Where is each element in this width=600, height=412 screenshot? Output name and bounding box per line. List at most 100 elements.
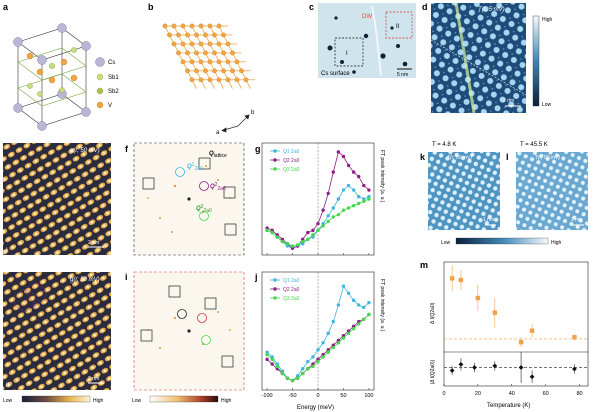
surface-label: Cs surface: [321, 71, 350, 77]
ylabel-m-top: Δ I(Q2a0): [430, 302, 436, 324]
q2-circle-i: [197, 313, 207, 323]
data-point-s3: [346, 331, 351, 336]
scale-label-d: 2 nm: [503, 98, 514, 104]
x-tick-label-m: 40: [509, 391, 515, 397]
data-point-top: [518, 339, 524, 345]
data-point-s3: [290, 378, 295, 383]
legend-swatch-sb2: [96, 87, 104, 95]
chart-j: Q1 2a0 Q2 2a0 Q3 2a0 -100 -50 0 50 100: [262, 272, 374, 399]
panel-k: T = 4.8 K k T(r, 50 mV) 1 nm: [420, 142, 500, 230]
kagome-site: [194, 68, 199, 74]
data-point-bottom: [449, 368, 455, 373]
kagome-site: [180, 41, 186, 47]
data-point-s3: [311, 364, 315, 369]
data-point-s1: [265, 350, 269, 354]
data-point-s1: [270, 355, 274, 359]
data-point-s1: [316, 348, 320, 352]
data-point-s1: [351, 188, 356, 192]
title-l: T(r, 50 mV): [535, 155, 560, 161]
data-point-s2: [341, 334, 346, 338]
data-point-s3: [306, 367, 310, 371]
image-d: [431, 3, 526, 113]
data-point-s1: [331, 206, 335, 210]
data-point-s3: [270, 357, 274, 362]
kagome-site: [216, 77, 222, 83]
data-point-s1: [301, 367, 305, 371]
legend-label-1: Q1 2a0: [283, 149, 300, 155]
data-point-s1: [362, 305, 366, 310]
data-point-s2: [346, 163, 351, 168]
data-point-s3: [301, 239, 305, 244]
q2-label-f-sup: 2: [215, 182, 218, 188]
axis-label-a: a: [216, 130, 220, 136]
kagome-site: [162, 23, 168, 29]
kagome-site: [225, 41, 231, 47]
kagome-site: [203, 68, 208, 74]
data-point-s1: [326, 331, 330, 336]
region-h: II: [6, 383, 10, 389]
data-point-s2: [331, 170, 335, 174]
kagome-site: [189, 59, 195, 65]
data-point-s2: [336, 150, 341, 154]
kagome-site: [212, 50, 217, 56]
legend-label-sb2: Sb2: [108, 89, 119, 95]
image-h: [3, 272, 111, 390]
legend-swatch-sb1: [96, 73, 104, 81]
data-point-bottom: [518, 365, 524, 370]
data-point-bottom: [529, 374, 535, 380]
q1-label-f-main: Q: [187, 164, 192, 170]
kagome-site: [212, 68, 217, 74]
kagome-site: [212, 32, 217, 38]
legend-label-3: Q3 2a0: [283, 167, 300, 173]
chart-g: Q1 2a0 Q2 2a0 Q3 2a0: [265, 143, 371, 255]
panel-label-k: k: [420, 152, 426, 162]
data-point-s1: [351, 298, 356, 303]
panel-label-j: j: [254, 272, 258, 282]
kagome-site: [203, 32, 208, 38]
legend-marker-2: [273, 287, 277, 291]
data-point-top: [529, 328, 535, 333]
scale-label-l: 1 nm: [571, 217, 582, 223]
data-point-s1: [311, 355, 315, 359]
legend-marker-1: [273, 278, 277, 282]
data-point-s2: [351, 324, 356, 328]
topograph-c: [318, 3, 416, 78]
title-k: T(r, 50 mV): [447, 155, 472, 161]
temp-k: T = 4.8 K: [432, 142, 456, 148]
legend-swatch-cs: [95, 57, 105, 67]
data-point-s1: [341, 284, 346, 288]
q1-circle-i: [177, 309, 187, 319]
kagome-site: [225, 59, 231, 65]
data-point-s3: [326, 350, 330, 354]
data-point-s3: [306, 237, 310, 242]
data-point-s1: [306, 359, 310, 364]
data-point-s3: [331, 215, 335, 219]
data-point-s3: [367, 312, 371, 317]
panel-c: c DW I II Cs surface 5 nm: [309, 2, 416, 78]
axis-arrows-b: [221, 114, 250, 133]
kagome-site: [207, 23, 213, 29]
panel-e: e g(r, 50 mV) I 2 nm: [3, 143, 111, 255]
kagome-site: [221, 32, 226, 38]
region-label-I: I: [346, 51, 348, 57]
data-point-s1: [341, 188, 346, 192]
image-l: [516, 152, 588, 230]
qlattice-label: Qlattice: [209, 151, 227, 159]
lattice-peak-boxes-f: [142, 157, 237, 236]
data-point-bottom: [472, 365, 477, 370]
data-point-s2: [316, 221, 320, 226]
kagome-site: [185, 68, 190, 74]
image-k: [428, 152, 500, 230]
ft-peaks-i: [147, 311, 231, 349]
panel-label-b: b: [148, 2, 154, 12]
panel-label-c: c: [309, 2, 314, 12]
legend-label-v: V: [108, 103, 112, 109]
kagome-site: [207, 59, 213, 65]
panel-i: i Low High: [125, 271, 245, 404]
panel-label-m: m: [420, 260, 428, 270]
data-point-s3: [367, 197, 371, 201]
sb-atoms: [27, 47, 77, 97]
data-point-top: [492, 310, 498, 315]
x-tick-label: 0: [316, 393, 319, 399]
